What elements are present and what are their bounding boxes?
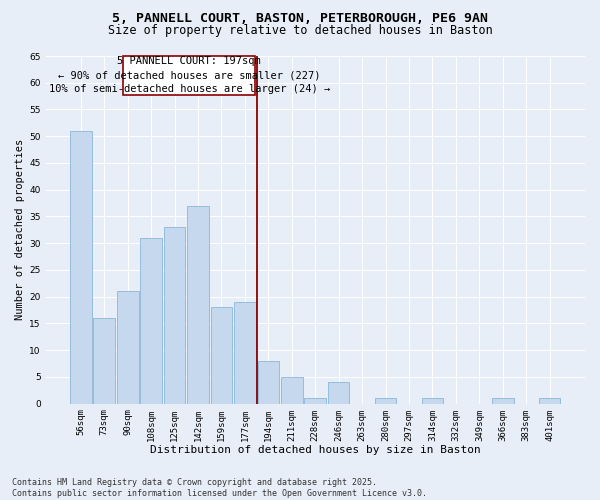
Bar <box>234 302 256 404</box>
Bar <box>257 361 279 404</box>
Text: 5 PANNELL COURT: 197sqm
← 90% of detached houses are smaller (227)
10% of semi-d: 5 PANNELL COURT: 197sqm ← 90% of detache… <box>49 56 330 94</box>
Text: Contains HM Land Registry data © Crown copyright and database right 2025.
Contai: Contains HM Land Registry data © Crown c… <box>12 478 427 498</box>
Bar <box>94 318 115 404</box>
Bar <box>281 377 302 404</box>
Bar <box>140 238 162 404</box>
Bar <box>422 398 443 404</box>
Bar <box>375 398 397 404</box>
Y-axis label: Number of detached properties: Number of detached properties <box>15 139 25 320</box>
Bar <box>304 398 326 404</box>
Bar <box>70 131 92 404</box>
Bar <box>164 227 185 404</box>
Text: Size of property relative to detached houses in Baston: Size of property relative to detached ho… <box>107 24 493 37</box>
Bar <box>328 382 349 404</box>
FancyBboxPatch shape <box>123 56 256 94</box>
Bar <box>211 308 232 404</box>
X-axis label: Distribution of detached houses by size in Baston: Distribution of detached houses by size … <box>150 445 481 455</box>
Bar <box>492 398 514 404</box>
Bar <box>187 206 209 404</box>
Bar <box>117 292 139 404</box>
Text: 5, PANNELL COURT, BASTON, PETERBOROUGH, PE6 9AN: 5, PANNELL COURT, BASTON, PETERBOROUGH, … <box>112 12 488 26</box>
Bar <box>539 398 560 404</box>
